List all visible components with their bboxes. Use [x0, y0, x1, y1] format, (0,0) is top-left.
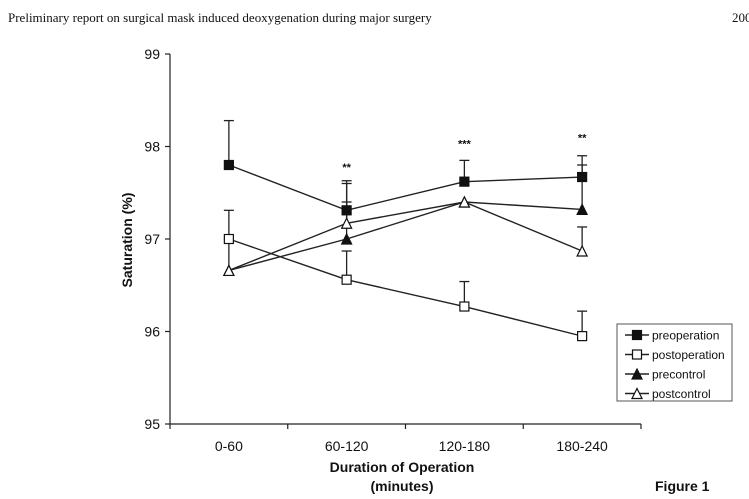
- data-point-precontrol: [340, 232, 353, 245]
- y-axis-label: Saturation (%): [119, 193, 135, 288]
- y-tick-label: 95: [144, 416, 160, 432]
- page-number: 200: [732, 10, 749, 25]
- data-point-preoperation: [459, 176, 470, 187]
- axes: 95 96 97 98 99 0-60 60-120 120-180 180-240: [144, 46, 642, 454]
- x-tick-label: 0-60: [215, 438, 243, 454]
- y-tick-label: 97: [144, 231, 160, 247]
- legend-marker-postoperation: [631, 349, 643, 360]
- x-axis-label-units: (minutes): [371, 478, 434, 494]
- data-point-postcontrol: [576, 244, 589, 257]
- legend-marker-precontrol: [631, 367, 643, 380]
- data-point-preoperation: [341, 205, 352, 216]
- data-point-postcontrol: [340, 216, 353, 229]
- data-point-postoperation: [223, 233, 234, 245]
- significance-marker: **: [342, 162, 351, 174]
- data-point-preoperation: [577, 171, 588, 183]
- y-tick-label: 96: [144, 324, 160, 340]
- data-point-precontrol: [576, 203, 589, 215]
- legend-label-preoperation: preoperation: [652, 329, 719, 343]
- data-point-postcontrol: [222, 264, 235, 277]
- series-line-precontrol: [228, 201, 583, 272]
- data-point-postoperation: [459, 301, 470, 312]
- legend-label-postcontrol: postcontrol: [652, 387, 711, 401]
- legend-label-postoperation: postoperation: [652, 348, 725, 362]
- running-title: Preliminary report on surgical mask indu…: [8, 10, 432, 25]
- series-marks: *******: [222, 119, 589, 342]
- legend-marker-postcontrol: [631, 387, 643, 400]
- y-tick-label: 99: [144, 46, 160, 62]
- x-tick-label: 180-240: [556, 438, 608, 454]
- legend: preoperation postoperation precontrol postc…: [616, 323, 733, 402]
- legend-marker-preoperation: [631, 329, 643, 341]
- series-line-postcontrol: [228, 201, 583, 272]
- series-line-postoperation: [228, 238, 583, 337]
- legend-label-precontrol: precontrol: [652, 368, 705, 382]
- data-point-postoperation: [341, 274, 352, 285]
- significance-marker: ***: [458, 139, 472, 151]
- y-tick-label: 98: [144, 139, 160, 155]
- x-tick-label: 120-180: [439, 438, 491, 454]
- significance-marker: **: [578, 132, 587, 144]
- x-axis-label: Duration of Operation: [330, 459, 475, 475]
- data-point-preoperation: [223, 159, 234, 171]
- figure-label: Figure 1: [655, 478, 710, 494]
- data-point-postoperation: [577, 331, 588, 342]
- x-tick-label: 60-120: [325, 438, 369, 454]
- series-line-preoperation: [228, 164, 583, 212]
- data-point-postcontrol: [458, 195, 471, 208]
